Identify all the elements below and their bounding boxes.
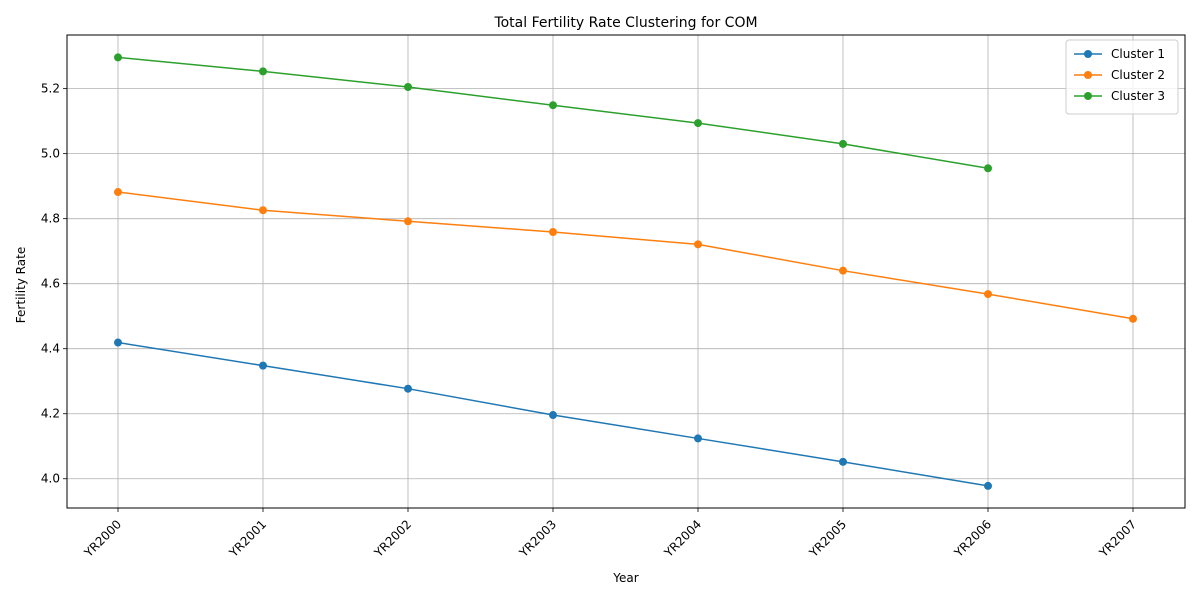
y-tick-label: 5.0 <box>41 147 60 161</box>
y-tick-label: 4.6 <box>41 277 60 291</box>
y-tick-label: 4.8 <box>41 212 60 226</box>
data-point <box>984 290 992 299</box>
data-point <box>839 457 847 466</box>
y-axis-label: Fertility Rate <box>14 247 28 323</box>
y-axis: 4.0 4.2 4.4 4.6 4.8 5.0 5.2 <box>41 82 67 486</box>
data-point <box>259 67 267 76</box>
legend-item: Cluster 1 <box>1074 47 1165 61</box>
series-2 <box>114 188 1137 323</box>
legend-marker <box>1084 92 1092 100</box>
data-point <box>839 139 847 148</box>
data-point <box>1129 314 1137 323</box>
data-point <box>549 101 557 110</box>
data-point <box>259 206 267 215</box>
data-point <box>694 119 702 128</box>
series-3 <box>114 53 992 173</box>
data-point <box>114 338 122 347</box>
data-point <box>984 481 992 490</box>
legend-marker <box>1084 50 1092 58</box>
data-point <box>114 53 122 62</box>
y-tick-label: 5.2 <box>41 82 60 96</box>
legend-item: Cluster 3 <box>1074 89 1165 103</box>
legend-marker <box>1084 71 1092 79</box>
chart-title: Total Fertility Rate Clustering for COM <box>493 15 757 31</box>
data-point <box>549 228 557 237</box>
plot-frame <box>66 34 1186 509</box>
series-line <box>117 191 1134 320</box>
legend-label: Cluster 2 <box>1111 68 1165 82</box>
data-point <box>114 188 122 197</box>
x-axis-label: Year <box>612 571 638 585</box>
data-point <box>259 361 267 370</box>
legend: Cluster 1 Cluster 2 Cluster 3 <box>1065 39 1179 115</box>
y-tick-label: 4.4 <box>41 342 60 356</box>
legend-label: Cluster 1 <box>1111 47 1165 61</box>
data-point <box>694 240 702 249</box>
data-point <box>404 217 412 226</box>
legend-item: Cluster 2 <box>1074 68 1165 82</box>
data-point <box>694 434 702 443</box>
legend-label: Cluster 3 <box>1111 89 1165 103</box>
series-1 <box>114 338 992 490</box>
plot-area <box>114 53 1137 490</box>
data-point <box>404 83 412 92</box>
data-point <box>404 384 412 393</box>
data-point <box>839 266 847 275</box>
y-tick-label: 4.2 <box>41 407 60 421</box>
data-point <box>984 164 992 173</box>
y-tick-label: 4.0 <box>41 472 60 486</box>
data-point <box>549 411 557 420</box>
